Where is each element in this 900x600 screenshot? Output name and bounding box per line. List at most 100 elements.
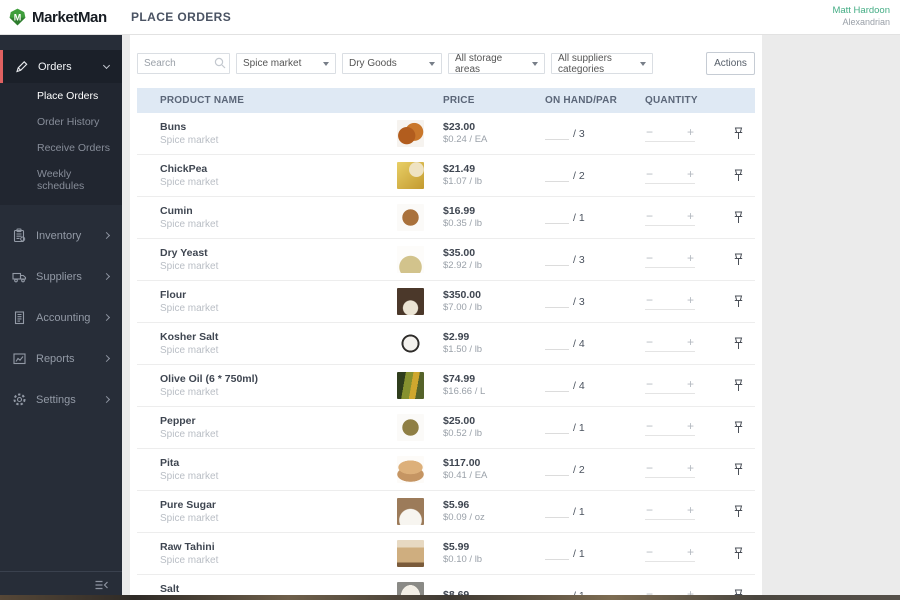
pin-icon[interactable] bbox=[733, 337, 744, 350]
product-unit-price: $0.09 / oz bbox=[443, 512, 485, 524]
on-hand-input[interactable] bbox=[545, 212, 569, 224]
increment-button[interactable]: + bbox=[686, 502, 694, 517]
on-hand-input[interactable] bbox=[545, 338, 569, 350]
product-category: Spice market bbox=[160, 218, 219, 230]
increment-button[interactable]: + bbox=[686, 292, 694, 307]
pin-icon[interactable] bbox=[733, 505, 744, 518]
main-area: Spice market Dry Goods All storage areas… bbox=[122, 35, 900, 600]
decrement-button[interactable]: − bbox=[646, 502, 654, 517]
accounting-document-icon bbox=[14, 311, 25, 325]
chevron-down-icon bbox=[640, 61, 646, 66]
product-category: Spice market bbox=[160, 470, 219, 482]
par-value: / 3 bbox=[573, 253, 585, 266]
table-row: Kosher Salt Spice market $2.99 $1.50 / l… bbox=[137, 323, 755, 365]
price-cell: $350.00 $7.00 / lb bbox=[443, 288, 545, 315]
decrement-button[interactable]: − bbox=[646, 208, 654, 223]
increment-button[interactable]: + bbox=[686, 334, 694, 349]
quantity-cell: − + bbox=[645, 588, 720, 600]
decrement-button[interactable]: − bbox=[646, 292, 654, 307]
brand-logo[interactable]: M MarketMan bbox=[0, 0, 122, 35]
sidebar-subitem-receive-orders[interactable]: Receive Orders bbox=[37, 142, 110, 154]
column-quantity: QUANTITY bbox=[645, 95, 698, 106]
on-hand-input[interactable] bbox=[545, 506, 569, 518]
pin-icon[interactable] bbox=[733, 463, 744, 476]
decrement-button[interactable]: − bbox=[646, 418, 654, 433]
sidebar: M MarketMan Orders Place Orders Order Hi… bbox=[0, 0, 122, 600]
on-hand-input[interactable] bbox=[545, 422, 569, 434]
increment-button[interactable]: + bbox=[686, 376, 694, 391]
sidebar-item-reports[interactable]: Reports bbox=[0, 338, 122, 379]
sidebar-subitem-place-orders[interactable]: Place Orders bbox=[37, 90, 99, 102]
storage-areas-dropdown[interactable]: All storage areas bbox=[448, 53, 545, 75]
quantity-cell: − + bbox=[645, 126, 720, 142]
decrement-button[interactable]: − bbox=[646, 250, 654, 265]
decrement-button[interactable]: − bbox=[646, 124, 654, 139]
decrement-button[interactable]: − bbox=[646, 460, 654, 475]
flour-photo bbox=[397, 288, 424, 315]
pin-icon[interactable] bbox=[733, 211, 744, 224]
pin-icon[interactable] bbox=[733, 169, 744, 182]
increment-button[interactable]: + bbox=[686, 208, 694, 223]
pin-cell bbox=[720, 211, 755, 224]
on-hand-input[interactable] bbox=[545, 296, 569, 308]
quantity-stepper: − + bbox=[645, 462, 695, 478]
chevron-down-icon bbox=[429, 61, 435, 66]
pin-icon[interactable] bbox=[733, 421, 744, 434]
sidebar-item-accounting[interactable]: Accounting bbox=[0, 297, 122, 338]
pin-icon[interactable] bbox=[733, 295, 744, 308]
on-hand-input[interactable] bbox=[545, 128, 569, 140]
par-value: / 1 bbox=[573, 547, 585, 560]
increment-button[interactable]: + bbox=[686, 124, 694, 139]
sidebar-subitem-weekly-schedules[interactable]: Weekly schedules bbox=[37, 168, 85, 192]
svg-text:M: M bbox=[14, 12, 22, 22]
par-value: / 1 bbox=[573, 421, 585, 434]
product-category: Spice market bbox=[160, 512, 219, 524]
category-dropdown[interactable]: Dry Goods bbox=[342, 53, 442, 74]
supplier-dropdown[interactable]: Spice market bbox=[236, 53, 336, 74]
increment-button[interactable]: + bbox=[686, 418, 694, 433]
sidebar-item-inventory[interactable]: Inventory bbox=[0, 215, 122, 256]
sidebar-item-settings[interactable]: Settings bbox=[0, 379, 122, 420]
product-category: Spice market bbox=[160, 176, 219, 188]
increment-button[interactable]: + bbox=[686, 460, 694, 475]
supplier-categories-dropdown[interactable]: All suppliers categories bbox=[551, 53, 653, 75]
decrement-button[interactable]: − bbox=[646, 376, 654, 391]
increment-button[interactable]: + bbox=[686, 586, 694, 600]
chevron-right-icon bbox=[102, 313, 111, 322]
quantity-stepper: − + bbox=[645, 126, 695, 142]
search-icon bbox=[214, 57, 226, 69]
on-hand-input[interactable] bbox=[545, 254, 569, 266]
sidebar-item-label: Orders bbox=[38, 60, 72, 73]
decrement-button[interactable]: − bbox=[646, 586, 654, 600]
product-name: Dry Yeast bbox=[160, 246, 208, 259]
search-input[interactable] bbox=[137, 53, 230, 74]
sidebar-collapse-button[interactable] bbox=[0, 571, 122, 595]
increment-button[interactable]: + bbox=[686, 544, 694, 559]
product-name: Pepper bbox=[160, 414, 196, 427]
pin-icon[interactable] bbox=[733, 379, 744, 392]
on-hand-input[interactable] bbox=[545, 170, 569, 182]
on-hand-input[interactable] bbox=[545, 548, 569, 560]
pin-icon[interactable] bbox=[733, 253, 744, 266]
supplier-dropdown-value: Spice market bbox=[243, 58, 302, 69]
increment-button[interactable]: + bbox=[686, 250, 694, 265]
on-hand-input[interactable] bbox=[545, 464, 569, 476]
sidebar-item-orders[interactable]: Orders bbox=[0, 50, 122, 83]
product-unit-price: $0.41 / EA bbox=[443, 470, 488, 482]
decrement-button[interactable]: − bbox=[646, 544, 654, 559]
actions-button[interactable]: Actions bbox=[706, 52, 755, 75]
pita-photo bbox=[397, 456, 424, 483]
inventory-clipboard-icon bbox=[13, 228, 26, 243]
increment-button[interactable]: + bbox=[686, 166, 694, 181]
decrement-button[interactable]: − bbox=[646, 334, 654, 349]
decrement-button[interactable]: − bbox=[646, 166, 654, 181]
on-hand-input[interactable] bbox=[545, 380, 569, 392]
pin-icon[interactable] bbox=[733, 127, 744, 140]
user-menu[interactable]: Matt Hardoon Alexandrian bbox=[832, 5, 890, 28]
sidebar-item-suppliers[interactable]: Suppliers bbox=[0, 256, 122, 297]
pin-icon[interactable] bbox=[733, 547, 744, 560]
sidebar-item-label: Accounting bbox=[36, 311, 91, 324]
sidebar-subitem-order-history[interactable]: Order History bbox=[37, 116, 100, 128]
orders-panel: Spice market Dry Goods All storage areas… bbox=[130, 35, 762, 600]
pin-cell bbox=[720, 547, 755, 560]
